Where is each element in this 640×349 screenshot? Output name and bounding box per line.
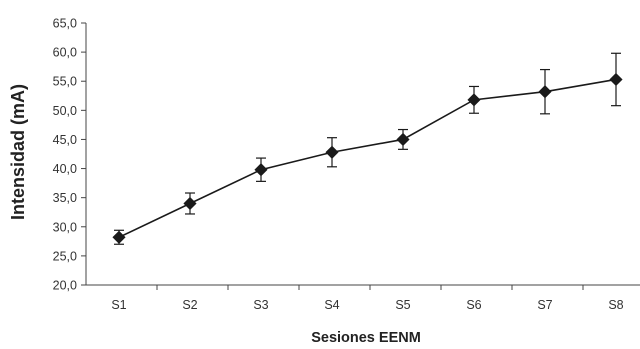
- x-tick-label: S1: [111, 298, 126, 312]
- y-tick-label: 30,0: [53, 220, 77, 234]
- y-tick-label: 25,0: [53, 249, 77, 263]
- y-tick-label: 65,0: [53, 17, 77, 31]
- x-tick-label: S5: [395, 298, 410, 312]
- markers: [112, 72, 623, 244]
- y-tick-label: 40,0: [53, 162, 77, 176]
- y-tick-label: 60,0: [53, 46, 77, 60]
- y-tick-label: 55,0: [53, 75, 77, 89]
- series-line: [118, 78, 617, 238]
- data-point-marker: [538, 85, 552, 99]
- y-tick-label: 35,0: [53, 191, 77, 205]
- x-tick-label: S7: [537, 298, 552, 312]
- x-tick-label: S2: [182, 298, 197, 312]
- axes: [85, 23, 640, 286]
- x-tick-label: S4: [324, 298, 339, 312]
- x-ticks: S1 S2 S3 S4 S5 S6 S7 S8: [111, 285, 624, 312]
- x-tick-label: S6: [466, 298, 481, 312]
- data-point-marker: [112, 230, 126, 244]
- y-tick-label: 20,0: [53, 279, 77, 293]
- y-axis-title: Intensidad (mA): [8, 84, 28, 220]
- data-point-marker: [254, 163, 268, 177]
- data-point-marker: [183, 196, 197, 211]
- x-tick-label: S3: [253, 298, 268, 312]
- y-tick-label: 45,0: [53, 133, 77, 147]
- error-bars: [114, 52, 621, 245]
- y-tick-label: 50,0: [53, 104, 77, 118]
- x-tick-label: S8: [608, 298, 623, 312]
- x-axis-title: Sesiones EENM: [311, 330, 421, 346]
- data-point-marker: [396, 132, 410, 147]
- data-point-marker: [467, 93, 481, 107]
- y-ticks: 20,0 25,0 30,0 35,0 40,0 45,0 50,0 55,0 60,0 65,0: [53, 17, 86, 293]
- data-point-marker: [609, 72, 623, 87]
- data-point-marker: [325, 145, 339, 159]
